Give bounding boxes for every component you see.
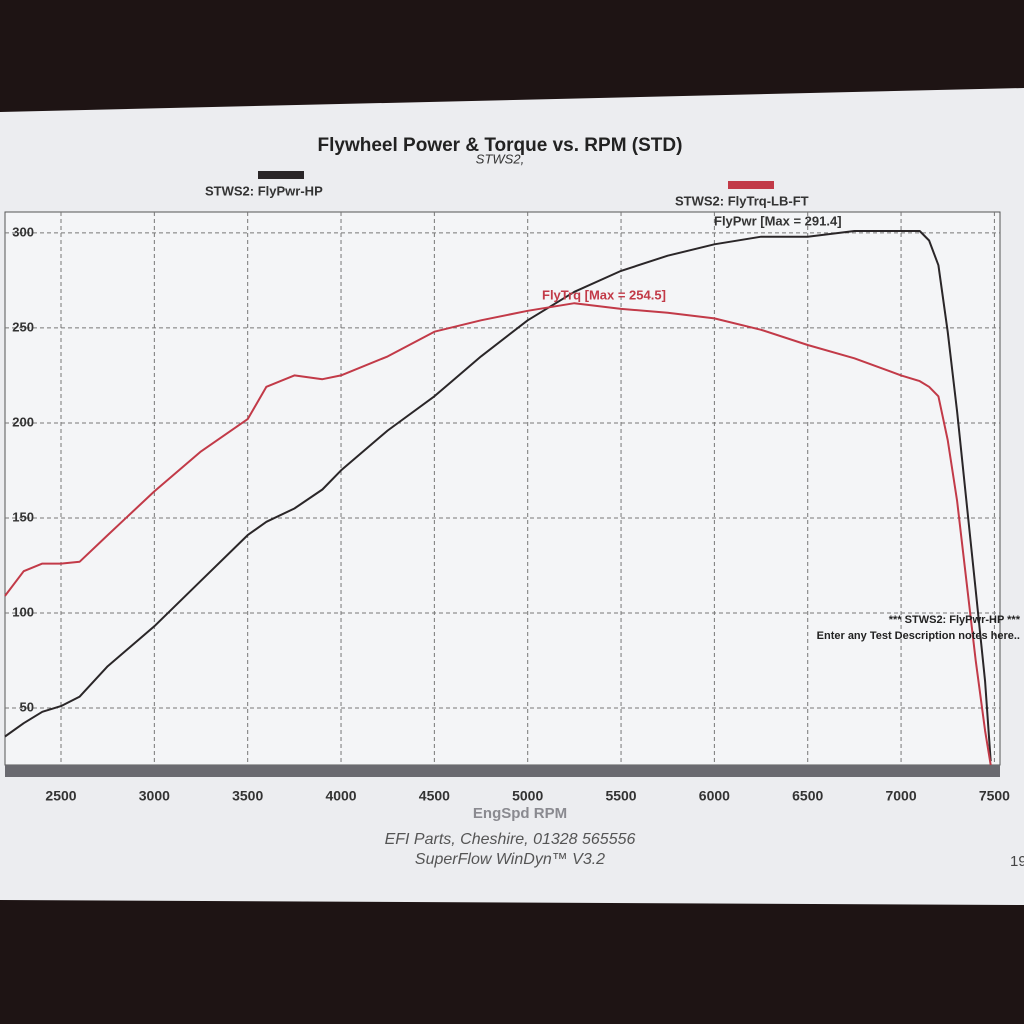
legend-swatch bbox=[728, 181, 774, 189]
x-axis-label: EngSpd RPM bbox=[473, 805, 567, 822]
x-tick-label: 5000 bbox=[512, 788, 543, 804]
annotation: FlyPwr [Max = 291.4] bbox=[714, 213, 842, 228]
page-number: 19 bbox=[1010, 853, 1024, 870]
axis-band bbox=[5, 765, 1000, 777]
annotation: Enter any Test Description notes here.. bbox=[817, 630, 1020, 642]
x-tick-label: 5500 bbox=[605, 788, 636, 804]
y-tick-label: 100 bbox=[12, 604, 34, 619]
legend-swatch bbox=[258, 171, 304, 179]
annotation: *** STWS2: FlyPwr-HP *** bbox=[889, 614, 1021, 626]
annotation: FlyTrq [Max = 254.5] bbox=[542, 287, 666, 302]
y-tick-label: 50 bbox=[20, 699, 34, 714]
x-tick-label: 6500 bbox=[792, 788, 823, 804]
x-tick-label: 6000 bbox=[699, 788, 730, 804]
legend-label: STWS2: FlyPwr-HP bbox=[205, 183, 323, 198]
footer-line: EFI Parts, Cheshire, 01328 565556 bbox=[385, 831, 636, 848]
legend-label: STWS2: FlyTrq-LB-FT bbox=[675, 193, 809, 208]
x-tick-label: 7000 bbox=[885, 788, 916, 804]
chart-subtitle: STWS2, bbox=[476, 151, 524, 166]
y-tick-label: 250 bbox=[12, 319, 34, 334]
x-tick-label: 3000 bbox=[139, 788, 170, 804]
x-tick-label: 3500 bbox=[232, 788, 263, 804]
y-tick-label: 150 bbox=[12, 509, 34, 524]
chart-title: Flywheel Power & Torque vs. RPM (STD) bbox=[318, 135, 683, 156]
x-tick-label: 4000 bbox=[325, 788, 356, 804]
y-tick-label: 300 bbox=[12, 224, 34, 239]
series-line bbox=[4, 302, 992, 766]
x-tick-label: 2500 bbox=[45, 788, 76, 804]
footer-line: SuperFlow WinDyn™ V3.2 bbox=[415, 851, 605, 868]
plot-area bbox=[4, 211, 1001, 766]
y-tick-label: 200 bbox=[12, 414, 34, 429]
x-tick-label: 4500 bbox=[419, 788, 450, 804]
x-tick-label: 7500 bbox=[979, 788, 1010, 804]
